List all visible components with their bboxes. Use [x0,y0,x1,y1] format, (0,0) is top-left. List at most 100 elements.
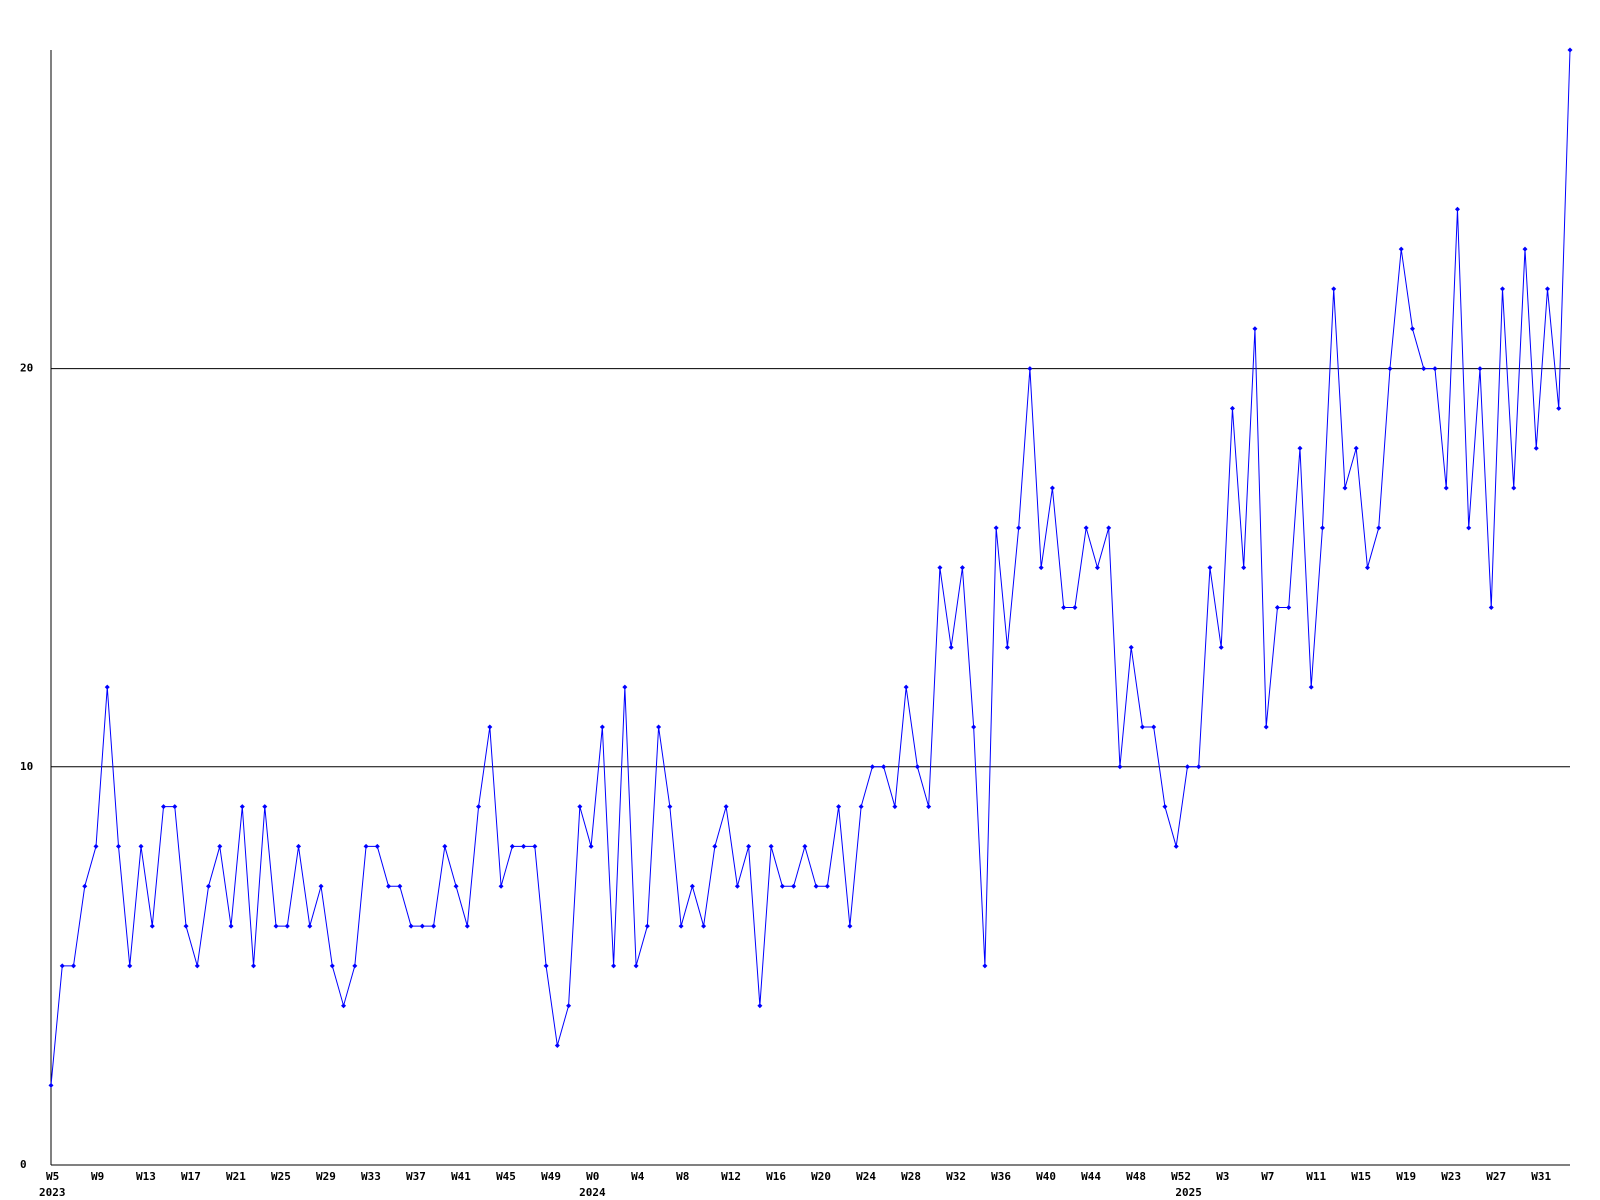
data-point [768,843,774,849]
data-point [1567,47,1573,53]
data-point [1241,565,1247,571]
data-point [982,963,988,969]
data-point [194,963,200,969]
data-point [1083,525,1089,531]
data-point [1252,326,1258,332]
x-tick-label: W4 [631,1170,645,1183]
data-point [914,764,920,770]
data-point [1207,565,1213,571]
data-point [419,923,425,929]
x-group-label: 2024 [579,1186,606,1199]
data-point [251,963,257,969]
x-tick-label: W37 [406,1170,426,1183]
x-tick-label: W25 [271,1170,291,1183]
data-point [847,923,853,929]
data-point [239,804,245,810]
data-point [588,843,594,849]
data-point [1274,605,1280,610]
data-point [633,963,639,969]
x-tick-label: W45 [496,1170,516,1183]
x-tick-label: W52 [1171,1170,1191,1183]
data-point [1049,485,1055,491]
data-point [1004,644,1010,650]
data-point [1218,644,1224,650]
data-point [59,963,65,969]
data-point [554,1043,560,1049]
data-point [881,764,887,770]
data-point [1016,525,1022,531]
y-tick-label: 20 [20,362,33,375]
data-point [1454,206,1460,212]
data-point [734,883,740,889]
data-point [127,963,133,969]
data-point [971,724,977,730]
x-tick-label: W29 [316,1170,336,1183]
data-point [701,923,707,929]
data-point [1173,843,1179,849]
data-point [1353,445,1359,451]
x-tick-label: W13 [136,1170,156,1183]
data-point [712,843,718,849]
data-point [498,883,504,889]
x-tick-label: W33 [361,1170,381,1183]
data-point [1027,366,1033,372]
x-tick-label: W9 [91,1170,104,1183]
data-point [307,923,313,929]
x-tick-label: W31 [1531,1170,1551,1183]
data-point [1522,246,1528,252]
data-point [1072,605,1078,610]
data-point [566,1003,572,1009]
data-point [161,804,167,810]
data-point [1398,246,1404,252]
data-point [487,724,493,730]
x-tick-label: W24 [856,1170,876,1183]
data-point [352,963,358,969]
data-point [746,843,752,849]
data-point [1376,525,1382,531]
data-point [622,684,628,690]
data-point [689,883,695,889]
data-point [959,565,965,571]
x-tick-label: W41 [451,1170,471,1183]
x-tick-label: W0 [586,1170,599,1183]
data-point [757,1003,763,1009]
data-point [1061,605,1067,610]
data-point [1499,286,1505,292]
data-point [1308,684,1314,690]
y-tick-label: 0 [20,1158,27,1171]
data-point [1511,485,1517,491]
data-point [363,843,369,849]
data-point [1297,445,1303,451]
data-point [993,525,999,531]
data-point [892,804,898,810]
data-point [723,804,729,810]
data-point [217,843,223,849]
x-tick-label: W17 [181,1170,201,1183]
x-tick-label: W23 [1441,1170,1461,1183]
x-tick-label: W27 [1486,1170,1506,1183]
x-group-label: 2025 [1175,1186,1202,1199]
data-point [1229,405,1235,411]
data-point [82,883,88,889]
data-point [183,923,189,929]
data-point [948,644,954,650]
data-point [464,923,470,929]
x-tick-label: W20 [811,1170,831,1183]
data-point [1319,525,1325,531]
data-point [93,843,99,849]
data-point [813,883,819,889]
x-tick-label: W44 [1081,1170,1101,1183]
data-point [1184,764,1190,770]
data-point [104,684,110,690]
x-tick-label: W16 [766,1170,786,1183]
data-point [1443,485,1449,491]
x-tick-label: W28 [901,1170,921,1183]
x-tick-label: W49 [541,1170,561,1183]
data-point [1556,405,1562,411]
x-tick-label: W7 [1261,1170,1274,1183]
data-point [71,963,77,969]
data-point [318,883,324,889]
data-point [858,804,864,810]
data-point [1162,804,1168,810]
